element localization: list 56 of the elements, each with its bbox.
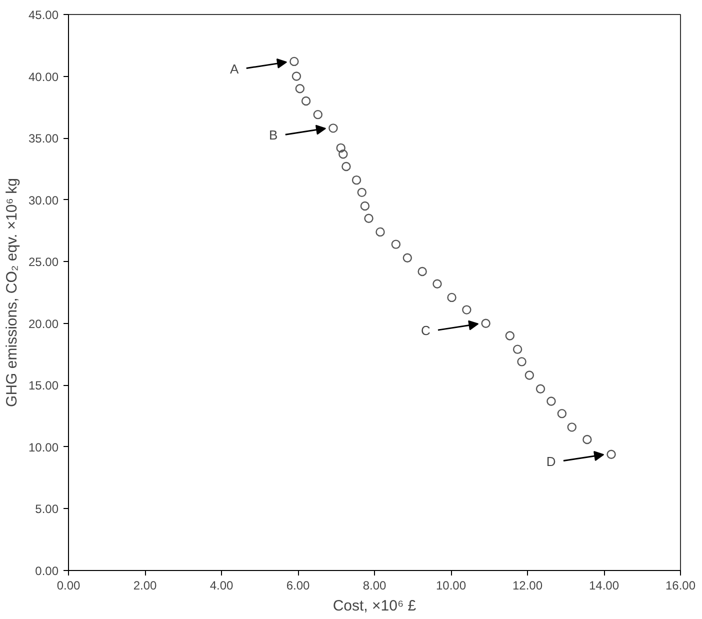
annotation: C <box>420 323 430 338</box>
point <box>505 331 515 340</box>
point <box>290 56 299 66</box>
point <box>391 240 401 249</box>
point <box>336 143 346 153</box>
point <box>546 396 556 406</box>
y-tick-label: 30.00 <box>28 193 59 208</box>
point <box>301 96 311 106</box>
y-tick-label: 35.00 <box>28 132 59 146</box>
x-tick-label: 4.00 <box>210 578 234 592</box>
point <box>402 253 412 262</box>
y-tick-label: 15.00 <box>28 378 59 393</box>
point <box>418 266 427 276</box>
point <box>328 124 338 133</box>
point <box>447 292 456 302</box>
y-axis-title: GHG emissions, CO₂ eqv. ×10⁶ kg <box>3 178 20 407</box>
point <box>295 84 305 94</box>
annotation: A <box>230 61 240 76</box>
x-tick-label: 12.00 <box>512 578 543 592</box>
annotation: B <box>269 128 278 143</box>
point <box>567 422 576 432</box>
point <box>360 201 370 211</box>
point <box>536 384 546 394</box>
y-tick-label: 25.00 <box>28 255 59 270</box>
x-tick-label: 10.00 <box>436 578 466 592</box>
point <box>376 227 385 237</box>
point <box>557 408 567 418</box>
point <box>517 357 526 366</box>
point <box>364 214 374 223</box>
x-tick-label: 0.00 <box>56 578 81 592</box>
point <box>524 370 534 380</box>
y-tick-label: 20.00 <box>28 316 59 331</box>
annotation: D <box>546 454 556 469</box>
point <box>338 150 348 159</box>
point <box>512 344 522 354</box>
y-tick-label: 10.00 <box>28 440 59 454</box>
x-tick-label: 8.00 <box>362 578 387 592</box>
point <box>582 434 592 444</box>
point <box>342 162 351 172</box>
point <box>481 318 490 328</box>
x-tick-label: 16.00 <box>665 578 696 592</box>
point <box>606 450 616 459</box>
point <box>357 188 366 198</box>
x-axis-title: Cost, ×10⁶ £ <box>332 598 417 614</box>
y-tick-label: 40.00 <box>28 70 59 84</box>
point <box>462 305 472 314</box>
point <box>352 175 362 185</box>
y-tick-label: 45.00 <box>28 8 59 22</box>
y-tick-label: 5.00 <box>35 502 59 516</box>
point <box>292 72 302 81</box>
point <box>313 110 322 120</box>
x-tick-label: 6.00 <box>286 578 310 592</box>
point <box>432 279 442 288</box>
x-tick-label: 14.00 <box>588 578 620 592</box>
y-tick-label: 0.00 <box>35 564 59 578</box>
x-tick-label: 2.00 <box>133 578 158 592</box>
